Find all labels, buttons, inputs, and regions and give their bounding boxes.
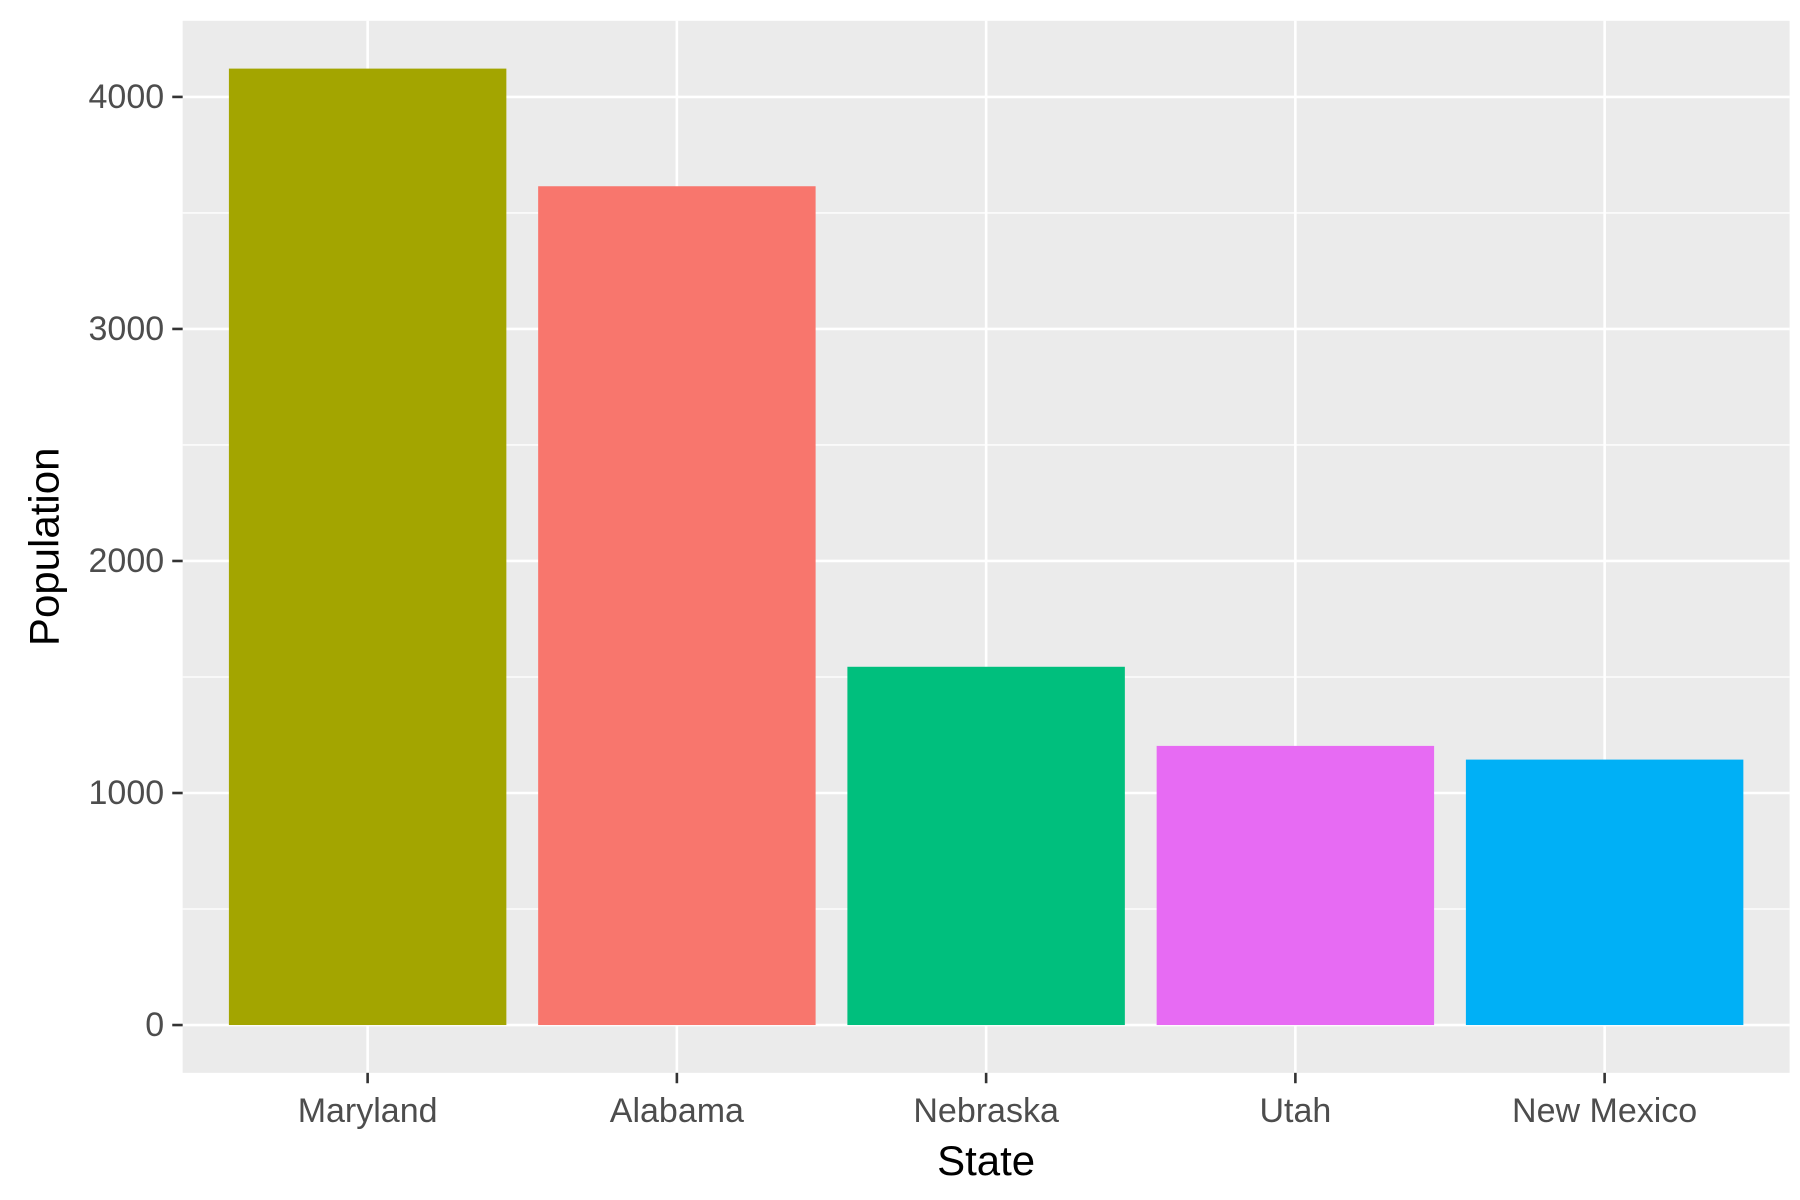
bar-nebraska bbox=[847, 666, 1125, 1026]
x-tick-label: Utah bbox=[1259, 1092, 1331, 1130]
y-tick-label: 4000 bbox=[89, 78, 165, 116]
x-axis-title: State bbox=[937, 1137, 1035, 1184]
y-tick-label: 0 bbox=[145, 1006, 164, 1044]
bar-alabama bbox=[538, 186, 816, 1026]
bars bbox=[228, 68, 1744, 1026]
y-tick-label: 2000 bbox=[89, 542, 165, 580]
y-tick-label: 3000 bbox=[89, 310, 165, 348]
x-tick-label: New Mexico bbox=[1512, 1092, 1697, 1130]
x-tick-label: Alabama bbox=[610, 1092, 744, 1130]
y-tick-label: 1000 bbox=[89, 774, 165, 812]
x-tick-label: Maryland bbox=[298, 1092, 438, 1130]
x-axis: Maryland Alabama Nebraska Utah New Mexico bbox=[298, 1072, 1697, 1130]
bar-utah bbox=[1156, 745, 1435, 1026]
bar-maryland bbox=[228, 68, 507, 1026]
x-tick-label: Nebraska bbox=[913, 1092, 1059, 1130]
y-axis: 0 1000 2000 3000 4000 bbox=[89, 78, 183, 1044]
bar-new-mexico bbox=[1465, 759, 1744, 1026]
y-axis-title: Population bbox=[20, 448, 67, 647]
